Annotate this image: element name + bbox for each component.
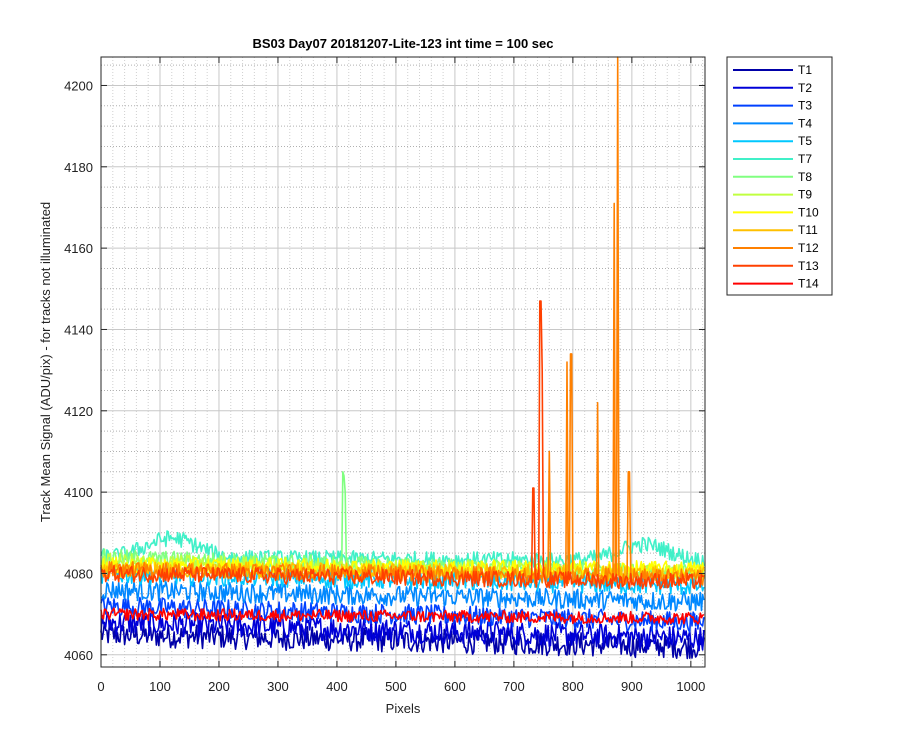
y-tick-label: 4180 [64, 160, 93, 175]
legend-label-t14: T14 [798, 277, 819, 291]
legend-label-t10: T10 [798, 205, 819, 219]
legend-label-t5: T5 [798, 134, 812, 148]
ticks: 0 100 200 300 400 500 600 700 800 900 1000 4060 4080… [64, 57, 705, 694]
legend-label-t12: T12 [798, 241, 819, 255]
x-tick-label: 900 [621, 679, 643, 694]
y-tick-label: 4140 [64, 322, 93, 337]
x-tick-label: 100 [149, 679, 171, 694]
x-tick-label: 600 [444, 679, 466, 694]
plot-frame [100, 56, 706, 668]
x-tick-label: 200 [208, 679, 230, 694]
legend-label-t11: T11 [798, 223, 818, 237]
legend-label-t13: T13 [798, 259, 819, 273]
chart-title: BS03 Day07 20181207-Lite-123 int time = … [253, 36, 554, 51]
legend-label-t8: T8 [798, 170, 812, 184]
x-tick-label: 700 [503, 679, 525, 694]
legend-label-t3: T3 [798, 99, 812, 113]
legend-label-t7: T7 [798, 152, 812, 166]
legend-label-t2: T2 [798, 81, 812, 95]
legend-label-t4: T4 [798, 116, 812, 130]
y-tick-label: 4200 [64, 78, 93, 93]
x-tick-label: 300 [267, 679, 289, 694]
y-tick-label: 4160 [64, 241, 93, 256]
y-axis-label: Track Mean Signal (ADU/pix) - for tracks… [38, 202, 53, 522]
series-group [100, 56, 705, 660]
x-tick-label: 1000 [676, 679, 705, 694]
x-tick-label: 800 [562, 679, 584, 694]
series-line-t4 [100, 580, 705, 612]
series-line-t14 [100, 607, 705, 625]
x-tick-label: 400 [326, 679, 348, 694]
series-line-t13 [100, 300, 705, 590]
x-tick-label: 0 [97, 679, 104, 694]
y-tick-label: 4060 [64, 648, 93, 663]
series-line-t2 [100, 610, 705, 652]
y-tick-label: 4120 [64, 404, 93, 419]
legend-label-t1: T1 [798, 63, 812, 77]
legend: T1 T2 T3 T4 T5 T7 T8 T9 T10 T11 T12 T13 T14 [726, 56, 833, 296]
legend-label-t9: T9 [798, 188, 812, 202]
x-axis-label: Pixels [386, 701, 421, 716]
y-tick-label: 4080 [64, 566, 93, 581]
x-tick-label: 500 [385, 679, 407, 694]
y-tick-label: 4100 [64, 485, 93, 500]
